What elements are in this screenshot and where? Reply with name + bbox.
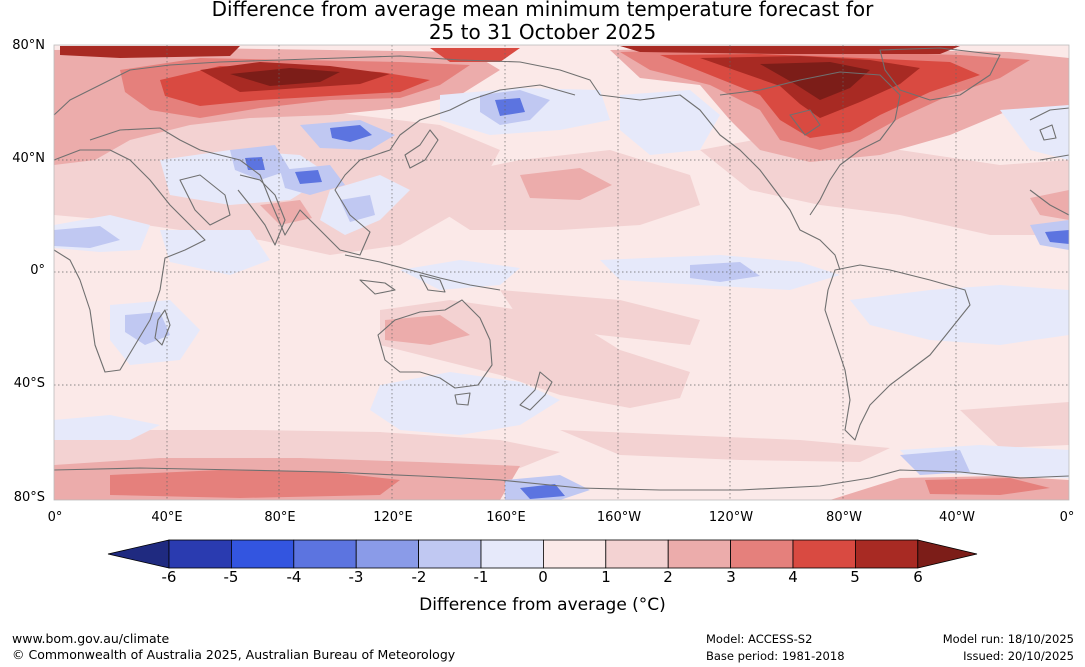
lat-label-0: 0°	[30, 263, 45, 278]
colorbar-arrow-high	[917, 539, 978, 569]
graticule	[54, 45, 1069, 500]
colorbar-tick-neg6: -6	[161, 568, 177, 586]
lon-label-0-right: 0°	[1059, 510, 1075, 525]
colorbar-tick-6: 6	[913, 568, 923, 586]
colorbar-tick-3: 3	[726, 568, 736, 586]
footer-base-period: Base period: 1981-2018	[706, 649, 845, 663]
lon-label-160w: 160°W	[596, 510, 642, 525]
lat-label-80s: 80°S	[13, 490, 45, 505]
lat-label-40n: 40°N	[12, 151, 45, 166]
colorbar-tick-2: 2	[663, 568, 673, 586]
footer-model: Model: ACCESS-S2	[706, 632, 813, 646]
colorbar-arrow-low	[107, 539, 170, 569]
colorbar-tick-0: 0	[538, 568, 548, 586]
cool-anomaly-strong	[245, 98, 1069, 499]
colorbar-segment-pos0	[543, 539, 607, 569]
anomaly-map	[53, 44, 1070, 501]
colorbar-tick-4: 4	[788, 568, 798, 586]
lon-label-120e: 120°E	[373, 510, 413, 525]
colorbar-segment-pos4	[792, 539, 856, 569]
map-frame	[53, 44, 1070, 501]
colorbar-tick-1: 1	[601, 568, 611, 586]
lon-label-80w: 80°W	[826, 510, 862, 525]
lon-label-40w: 40°W	[939, 510, 975, 525]
colorbar-segment-neg4	[293, 539, 357, 569]
chart-title: Difference from average mean minimum tem…	[0, 0, 1085, 44]
colorbar-segment-pos3	[730, 539, 794, 569]
colorbar-segment-pos5	[855, 539, 919, 569]
title-line-2: 25 to 31 October 2025	[428, 20, 657, 44]
lat-label-40s: 40°S	[13, 376, 45, 391]
colorbar-segment-pos2	[667, 539, 732, 569]
footer-issued: Issued: 20/10/2025	[963, 649, 1074, 663]
title-line-1: Difference from average mean minimum tem…	[211, 0, 874, 21]
colorbar-segment-pos1	[605, 539, 669, 569]
lon-label-120w: 120°W	[708, 510, 754, 525]
colorbar-tick-neg2: -2	[411, 568, 427, 586]
colorbar-segment-neg1	[480, 539, 544, 569]
colorbar-title: Difference from average (°C)	[419, 595, 666, 615]
colorbar-segment-neg5	[230, 539, 295, 569]
colorbar	[107, 539, 978, 569]
colorbar-tick-neg4: -4	[286, 568, 302, 586]
lon-label-80e: 80°E	[264, 510, 296, 525]
colorbar-segment-neg2	[418, 539, 482, 569]
warm-anomaly-max	[230, 62, 870, 177]
footer-model-run: Model run: 18/10/2025	[942, 632, 1074, 646]
colorbar-tick-5: 5	[850, 568, 860, 586]
colorbar-segment-neg3	[355, 539, 420, 569]
colorbar-tick-neg1: -1	[473, 568, 489, 586]
footer-website: www.bom.gov.au/climate	[12, 631, 170, 646]
lon-label-160e: 160°E	[486, 510, 526, 525]
colorbar-tick-neg3: -3	[348, 568, 364, 586]
coastlines	[53, 47, 1070, 491]
lon-label-40e: 40°E	[151, 510, 183, 525]
lat-label-80n: 80°N	[12, 38, 45, 53]
colorbar-segment-neg6	[168, 539, 232, 569]
lon-label-0: 0°	[47, 510, 63, 525]
footer-copyright: © Commonwealth of Australia 2025, Austra…	[12, 647, 456, 662]
colorbar-tick-neg5: -5	[223, 568, 239, 586]
